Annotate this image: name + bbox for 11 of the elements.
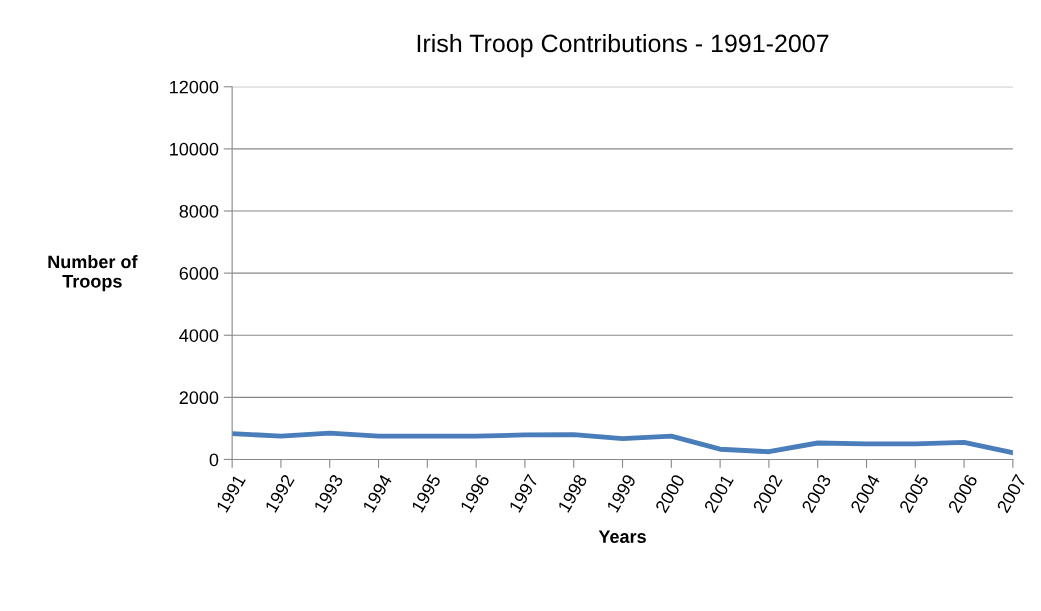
y-tick-label: 0 xyxy=(209,453,219,467)
y-axis-title: Number of Troops xyxy=(48,254,138,292)
y-tick-label: 2000 xyxy=(179,391,219,405)
line-series xyxy=(232,430,1013,456)
x-axis-title: Years xyxy=(598,530,646,544)
chart-title: Irish Troop Contributions - 1991-2007 xyxy=(417,33,829,58)
y-tick-label: 10000 xyxy=(170,142,219,156)
y-tick-label: 4000 xyxy=(179,329,219,342)
y-tick-label: 6000 xyxy=(179,267,219,280)
y-tick-label: 8000 xyxy=(179,204,219,218)
y-tick-label: 12000 xyxy=(170,80,219,94)
